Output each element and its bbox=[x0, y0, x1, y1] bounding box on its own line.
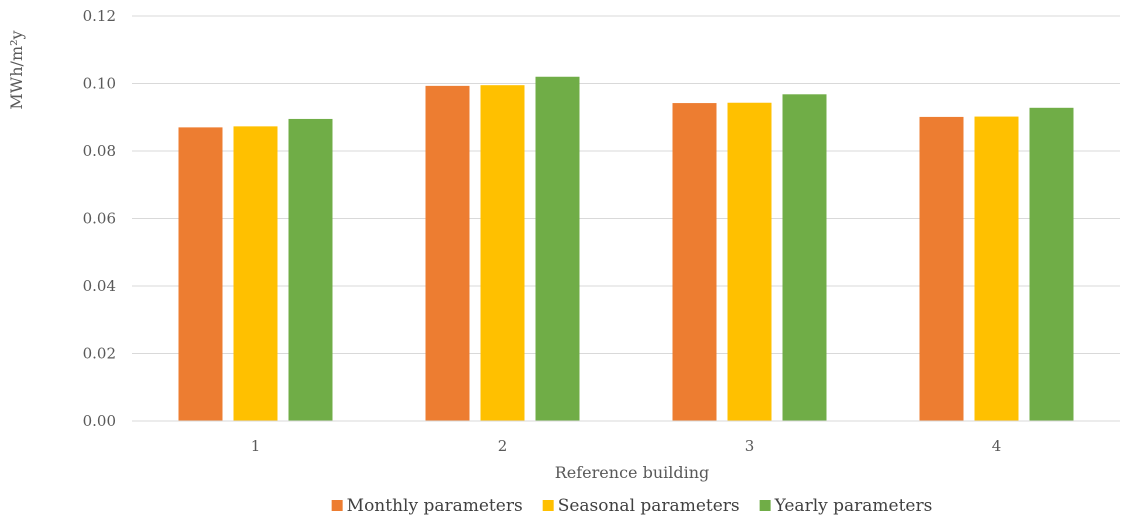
bar-seasonal-parameters-3 bbox=[727, 102, 772, 422]
bar-seasonal-parameters-4 bbox=[974, 116, 1019, 421]
x-axis-title: Reference building bbox=[555, 463, 710, 482]
x-tick-label: 1 bbox=[251, 437, 261, 455]
y-axis-title: MWh/m²y bbox=[7, 30, 26, 109]
y-tick-label: 0.10 bbox=[83, 75, 116, 93]
bar-monthly-parameters-1 bbox=[178, 127, 223, 421]
bars bbox=[178, 76, 1074, 422]
bar-monthly-parameters-4 bbox=[919, 116, 964, 421]
y-tick-label: 0.04 bbox=[83, 277, 116, 295]
legend-swatch bbox=[331, 500, 343, 511]
bar-monthly-parameters-2 bbox=[425, 85, 470, 422]
axes: 0.00 0.02 0.04 0.06 0.08 0.10 0.12 1 2 3 4 bbox=[83, 7, 1120, 455]
x-tick-label: 2 bbox=[498, 437, 508, 455]
legend-label: Seasonal parameters bbox=[558, 496, 740, 516]
bar-yearly-parameters-3 bbox=[782, 94, 827, 422]
y-tick-label: 0.02 bbox=[83, 345, 116, 363]
bar-seasonal-parameters-1 bbox=[233, 126, 278, 422]
y-tick-label: 0.12 bbox=[83, 7, 116, 25]
legend: Monthly parameters Seasonal parameters Yea… bbox=[331, 496, 933, 516]
x-tick-label: 3 bbox=[745, 437, 755, 455]
legend-label: Monthly parameters bbox=[347, 496, 523, 516]
legend-swatch bbox=[759, 500, 771, 511]
legend-swatch bbox=[542, 500, 554, 511]
bar-monthly-parameters-3 bbox=[672, 103, 717, 421]
gridlines bbox=[132, 15, 1120, 354]
bar-seasonal-parameters-2 bbox=[480, 85, 525, 421]
legend-label: Yearly parameters bbox=[774, 496, 933, 516]
x-tick-label: 4 bbox=[992, 437, 1002, 455]
y-tick-label: 0.06 bbox=[83, 210, 116, 228]
bar-yearly-parameters-1 bbox=[288, 118, 333, 421]
y-tick-label: 0.08 bbox=[83, 142, 116, 160]
bar-yearly-parameters-4 bbox=[1029, 107, 1074, 422]
y-tick-label: 0.00 bbox=[83, 412, 116, 430]
bar-yearly-parameters-2 bbox=[535, 76, 580, 421]
